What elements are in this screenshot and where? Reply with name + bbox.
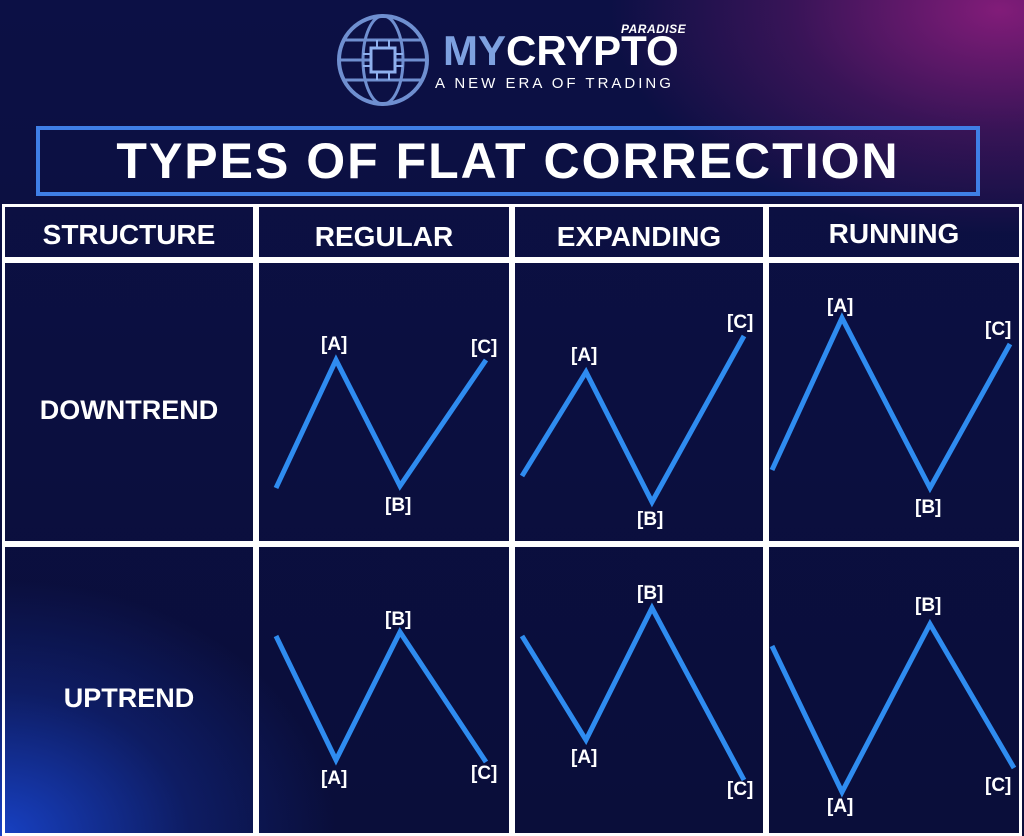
header-structure: STRUCTURE xyxy=(42,219,216,250)
header-regular: REGULAR xyxy=(314,221,454,252)
row-downtrend-cell: DOWNTREND xyxy=(2,260,256,544)
row-uptrend-cell: UPTREND xyxy=(2,544,256,836)
downtrend-running-cell xyxy=(766,260,1022,544)
uptrend-running-cell xyxy=(766,544,1022,836)
brand-tag: PARADISE xyxy=(621,22,687,36)
row-uptrend-label: UPTREND xyxy=(63,683,195,713)
header-expanding-cell: EXPANDING xyxy=(512,204,766,260)
header-structure-cell: STRUCTURE xyxy=(2,204,256,260)
brand-logo: PARADISE MYCRYPTO A NEW ERA OF TRADING xyxy=(335,10,695,110)
uptrend-regular-cell xyxy=(256,544,512,836)
downtrend-expanding-cell xyxy=(512,260,766,544)
page-title: TYPES OF FLAT CORRECTION xyxy=(116,133,900,189)
downtrend-regular-cell xyxy=(256,260,512,544)
brand-name-part1: MY xyxy=(443,27,506,74)
brand-name-part2: CRYPTO xyxy=(506,27,679,74)
header-running: RUNNING xyxy=(828,218,960,249)
brand-name: MYCRYPTO xyxy=(443,30,679,72)
uptrend-expanding-cell xyxy=(512,544,766,836)
row-downtrend-label: DOWNTREND xyxy=(39,395,219,425)
header-expanding: EXPANDING xyxy=(556,221,722,252)
brand-tagline: A NEW ERA OF TRADING xyxy=(435,75,674,92)
header-running-cell: RUNNING xyxy=(766,204,1022,260)
header-regular-cell: REGULAR xyxy=(256,204,512,260)
globe-chip-icon xyxy=(337,14,429,106)
title-box: TYPES OF FLAT CORRECTION xyxy=(36,126,980,196)
